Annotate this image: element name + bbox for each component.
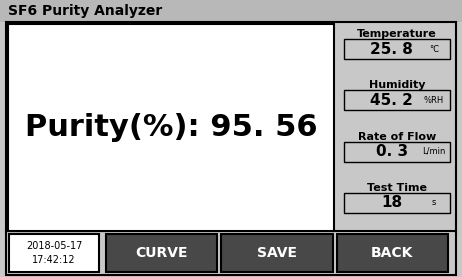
- Bar: [344, 142, 450, 161]
- Bar: [0, 0, 462, 22]
- Text: 18: 18: [381, 195, 402, 210]
- Bar: [106, 234, 217, 272]
- Text: 25. 8: 25. 8: [370, 42, 413, 57]
- Bar: [221, 234, 333, 272]
- Bar: [344, 90, 450, 110]
- Text: Rate of Flow: Rate of Flow: [358, 132, 436, 142]
- Text: °C: °C: [429, 45, 439, 53]
- Bar: [344, 39, 450, 59]
- Text: %RH: %RH: [424, 96, 444, 105]
- Text: SF6 Purity Analyzer: SF6 Purity Analyzer: [8, 4, 162, 18]
- Bar: [337, 234, 448, 272]
- Bar: [9, 234, 99, 272]
- Text: CURVE: CURVE: [135, 246, 188, 260]
- Text: 45. 2: 45. 2: [370, 93, 413, 108]
- Text: BACK: BACK: [371, 246, 413, 260]
- Bar: [6, 231, 456, 275]
- Text: SAVE: SAVE: [257, 246, 297, 260]
- Bar: [6, 22, 456, 233]
- Text: 0. 3: 0. 3: [376, 144, 408, 159]
- Text: 2018-05-17
17:42:12: 2018-05-17 17:42:12: [26, 241, 82, 265]
- Text: Humidity: Humidity: [369, 80, 425, 90]
- Text: s: s: [432, 198, 436, 207]
- Bar: [8, 24, 334, 231]
- Bar: [344, 193, 450, 213]
- Text: Test Time: Test Time: [367, 183, 427, 193]
- Text: L/min: L/min: [422, 147, 446, 156]
- Text: Purity(%): 95. 56: Purity(%): 95. 56: [24, 113, 317, 142]
- Text: Temperature: Temperature: [357, 29, 437, 39]
